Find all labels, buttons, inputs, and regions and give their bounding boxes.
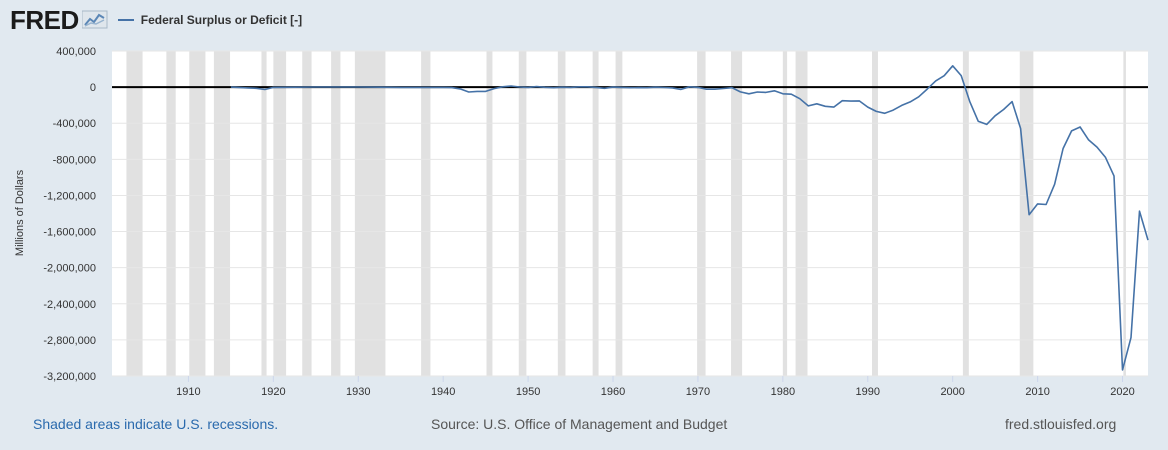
x-axis-ticks: 1910 1920 1930 1940 1950 1960 1970 1980 1990 2000… <box>176 376 1135 398</box>
y-axis-title: Millions of Dollars <box>14 169 26 256</box>
recession-band <box>331 51 341 376</box>
recession-band <box>261 51 267 376</box>
y-tick-label: 400,000 <box>56 46 96 58</box>
recessions-note[interactable]: Shaded areas indicate U.S. recessions. <box>33 416 279 432</box>
chart-line-icon <box>81 10 108 29</box>
y-tick-label: -400,000 <box>53 118 96 130</box>
x-tick-label: 1910 <box>176 386 200 398</box>
x-tick-label: 1990 <box>856 386 880 398</box>
y-tick-label: -3,200,000 <box>43 371 96 383</box>
x-tick-label: 1950 <box>516 386 540 398</box>
recession-band <box>126 51 143 376</box>
y-tick-label: 0 <box>90 82 96 94</box>
chart-header: FRED Federal Surplus or Deficit [-] <box>10 6 302 34</box>
y-tick-label: -2,800,000 <box>43 335 96 347</box>
recession-band <box>1019 51 1034 376</box>
x-tick-label: 2020 <box>1110 386 1134 398</box>
x-tick-label: 1940 <box>431 386 455 398</box>
legend[interactable]: Federal Surplus or Deficit [-] <box>117 13 303 27</box>
x-tick-label: 2010 <box>1025 386 1049 398</box>
y-tick-label: -2,000,000 <box>43 263 96 275</box>
gridlines <box>112 50 1148 377</box>
recession-band <box>213 51 231 376</box>
recession-band <box>557 51 566 376</box>
y-tick-label: -2,400,000 <box>43 299 96 311</box>
source-note: Source: U.S. Office of Management and Bu… <box>431 416 728 432</box>
recession-band <box>731 51 743 376</box>
y-tick-label: -1,200,000 <box>43 190 96 202</box>
recession-shading <box>126 51 1126 376</box>
recession-band <box>518 51 527 376</box>
x-tick-label: 1970 <box>686 386 710 398</box>
recession-band <box>421 51 431 376</box>
recession-band <box>189 51 206 376</box>
x-tick-label: 1930 <box>346 386 370 398</box>
recession-band <box>273 51 287 376</box>
recession-band <box>782 51 788 376</box>
site-link[interactable]: fred.stlouisfed.org <box>1005 416 1117 432</box>
recession-band <box>486 51 493 376</box>
plot-background <box>112 51 1148 376</box>
recession-band <box>697 51 706 376</box>
x-tick-label: 1960 <box>601 386 625 398</box>
recession-band <box>354 51 386 376</box>
recession-band <box>615 51 623 376</box>
recession-band <box>1123 51 1126 376</box>
recession-band <box>872 51 878 376</box>
y-tick-label: -1,600,000 <box>43 227 96 239</box>
recession-band <box>795 51 808 376</box>
recession-band <box>166 51 176 376</box>
legend-swatch <box>117 19 134 21</box>
x-tick-label: 1920 <box>261 386 285 398</box>
recession-band <box>592 51 599 376</box>
x-tick-label: 2000 <box>940 386 964 398</box>
recession-band <box>962 51 969 376</box>
x-tick-label: 1980 <box>771 386 795 398</box>
recession-band <box>302 51 312 376</box>
series-line[interactable] <box>230 65 1149 371</box>
line-chart: 400,000 0 -400,000 -800,000 -1,200,000 -1,600… <box>14 46 1149 398</box>
fred-logo[interactable]: FRED <box>10 5 79 35</box>
y-tick-label: -800,000 <box>53 154 96 166</box>
legend-label: Federal Surplus or Deficit [-] <box>140 13 303 27</box>
y-axis-ticks: 400,000 0 -400,000 -800,000 -1,200,000 -1,600… <box>43 46 96 383</box>
